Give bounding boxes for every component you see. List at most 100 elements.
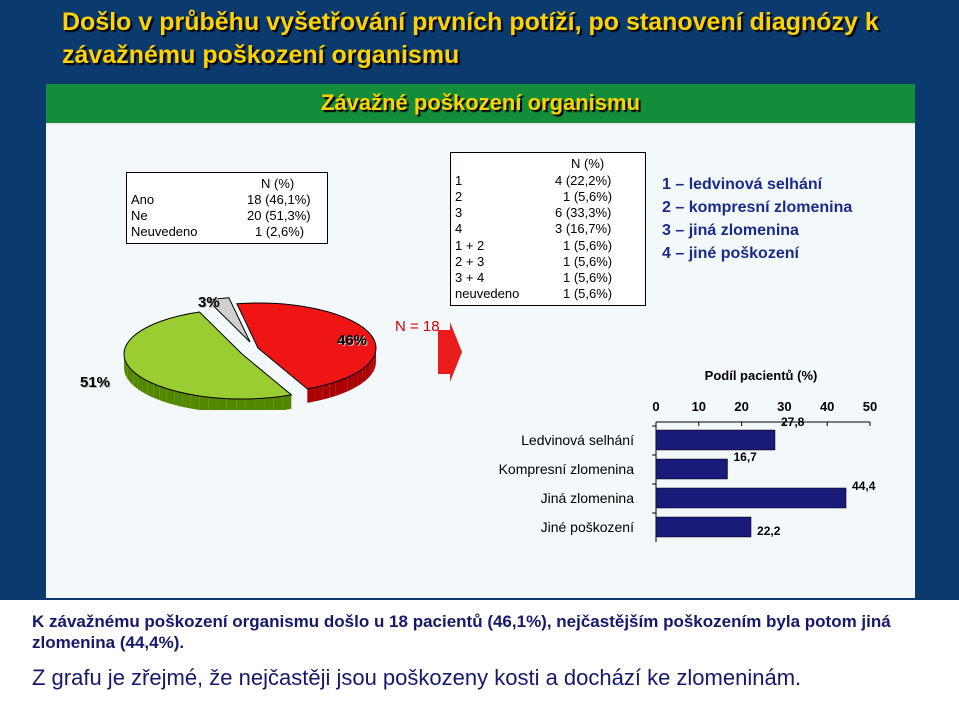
- pie-label-ano: 46%: [337, 332, 368, 349]
- bar-x-tick-label: 40: [820, 399, 834, 414]
- bar-value-label: 22,2: [757, 524, 781, 538]
- legend-item: 1 – ledvinová selhání: [662, 176, 823, 193]
- pie-label-neuvedeno: 3%: [198, 294, 220, 311]
- pie-slice-side: [124, 357, 126, 376]
- bar-x-tick-label: 20: [734, 399, 748, 414]
- pie-label-ne: 51%: [80, 374, 111, 391]
- damage-row-value: 4 (22,2%): [555, 173, 612, 188]
- pie-slice-ano: [236, 302, 377, 390]
- summary-row-label: Ne: [131, 208, 148, 223]
- pie-slice-side: [329, 381, 336, 398]
- damage-row-value: 6 (33,3%): [555, 205, 612, 220]
- pie-slice-side: [129, 368, 134, 386]
- damage-row-label: 4: [455, 221, 463, 236]
- pie-slice-side: [245, 398, 256, 410]
- pie-slice-side: [127, 364, 130, 383]
- bar-x-tick-label: 10: [692, 399, 706, 414]
- pie-slice-side: [133, 371, 138, 389]
- bar-category-label: Jiné poškození: [541, 519, 635, 535]
- bar-axis-title: Podíl pacientů (%): [705, 368, 818, 383]
- bar-value-label: 44,4: [852, 479, 876, 493]
- summary-table-header: N (%): [261, 176, 295, 191]
- damage-table-header: N (%): [571, 156, 605, 171]
- damage-row-label: 2: [455, 189, 463, 204]
- pie-slice-side: [226, 398, 237, 410]
- pie-slice-side: [137, 374, 143, 392]
- damage-row-value: 1 (5,6%): [563, 254, 613, 269]
- summary-row-label: Neuvedeno: [131, 224, 198, 239]
- legend-item: 4 – jiné poškození: [662, 245, 799, 262]
- pie-slice-side: [365, 363, 370, 381]
- damage-row-label: 3 + 4: [455, 270, 485, 285]
- damage-row-label: 1 + 2: [455, 238, 485, 253]
- pie-slice-side: [322, 383, 330, 400]
- pie-slice-side: [282, 394, 292, 410]
- bar-value-label: 27,8: [781, 415, 805, 429]
- pie-slice-side: [375, 350, 376, 368]
- summary-text: Z grafu je zřejmé, že nejčastěji jsou po…: [32, 665, 802, 690]
- damage-row-label: neuvedeno: [455, 286, 520, 301]
- pie-slice-side: [273, 396, 283, 410]
- pie-slice-side: [307, 387, 315, 403]
- pie-slice-side: [174, 390, 183, 407]
- bar: [655, 429, 776, 451]
- pie-slice-side: [190, 394, 200, 410]
- pie-slice-side: [208, 397, 218, 410]
- damage-row-value: 1 (5,6%): [563, 286, 613, 301]
- pie-chart: [123, 297, 377, 410]
- damage-type-table: N (%) 1 4 (22,2%) 2 1 (5,6%) 3 6 (33,3%)…: [450, 152, 646, 306]
- bar-x-tick-label: 50: [863, 399, 877, 414]
- pie-slice-side: [264, 397, 274, 410]
- pie-slice-side: [153, 383, 160, 401]
- bar-category-label: Jiná zlomenina: [541, 490, 635, 506]
- slide-title: Došlo v průběhu vyšetřování prvních potí…: [62, 8, 879, 69]
- summary-table: N (%) Ano 18 (46,1%) Ne 20 (51,3%) Neuve…: [126, 172, 328, 244]
- pie-slice-side: [182, 392, 191, 409]
- section-banner: Závažné poškození organismu: [46, 84, 915, 125]
- sample-size-label: N = 18: [395, 318, 440, 335]
- pie-slice-side: [342, 377, 348, 394]
- pie-slice-side: [199, 395, 209, 410]
- damage-row-label: 2 + 3: [455, 254, 485, 269]
- pie-slice-side: [353, 371, 358, 389]
- pie-slice-neuvedeno: [206, 297, 251, 343]
- bar-chart: Podíl pacientů (%) 0 10 20 30 40 50 Ledvinová…: [499, 368, 877, 542]
- pie-slice-side: [125, 361, 128, 379]
- pie-slice-side: [347, 374, 354, 392]
- pie-slice-side: [369, 360, 372, 378]
- pie-slice-side: [357, 369, 363, 386]
- pie-slice-side: [217, 398, 227, 410]
- section-banner-title: Závažné poškození organismu: [320, 90, 641, 115]
- damage-row-value: 1 (5,6%): [563, 270, 613, 285]
- pie-slice-side: [166, 388, 175, 405]
- pie-slice-ne: [123, 311, 293, 400]
- summary-row-label: Ano: [131, 192, 155, 207]
- conclusion-text: K závažnému poškození organismu došlo u …: [32, 612, 891, 652]
- bar: [655, 458, 728, 480]
- pie-slice-side: [371, 356, 374, 375]
- pie-slice-side: [255, 398, 265, 410]
- bar: [655, 516, 752, 538]
- pie-slice-side: [362, 366, 366, 384]
- pie-slice-side: [373, 353, 376, 371]
- pie-slice-side: [335, 379, 343, 396]
- bar-x-tick-label: 0: [652, 399, 659, 414]
- bar-value-label: 16,7: [733, 450, 757, 464]
- bar-category-label: Ledvinová selhání: [521, 432, 634, 448]
- damage-row-label: 3: [455, 205, 463, 220]
- pie-slice-side: [236, 398, 246, 410]
- summary-row-value: 18 (46,1%): [247, 192, 311, 207]
- pie-slice-side: [142, 377, 148, 395]
- pie-slice-side: [159, 386, 167, 403]
- damage-row-value: 1 (5,6%): [563, 238, 613, 253]
- legend-item: 2 – kompresní zlomenina: [662, 199, 853, 216]
- pie-slice-side: [147, 380, 154, 398]
- pie-slice-side: [314, 385, 323, 402]
- bar-x-tick-label: 30: [777, 399, 791, 414]
- bar: [655, 487, 847, 509]
- arrow-right-icon: [438, 322, 462, 382]
- summary-row-value: 1 (2,6%): [255, 224, 305, 239]
- bar-category-label: Kompresní zlomenina: [499, 461, 635, 477]
- damage-row-value: 1 (5,6%): [563, 189, 613, 204]
- legend-item: 3 – jiná zlomenina: [662, 222, 799, 239]
